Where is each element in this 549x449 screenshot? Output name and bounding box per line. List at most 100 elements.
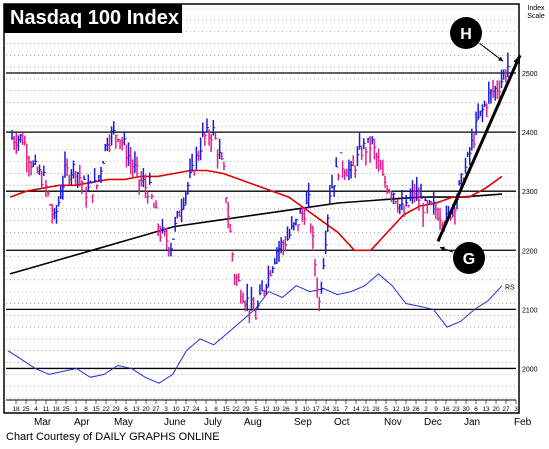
price-bar	[170, 242, 173, 257]
x-day-label: 7	[344, 406, 348, 413]
x-day-label: 3	[294, 406, 298, 413]
annotation-arrowhead	[498, 56, 503, 62]
price-bar	[339, 152, 343, 154]
price-bar	[254, 309, 258, 320]
price-bar	[327, 214, 330, 233]
x-month-label: Mar	[34, 417, 52, 428]
price-bar	[271, 266, 275, 274]
price-bar	[221, 152, 224, 161]
price-bar	[428, 200, 432, 205]
x-day-label: 30	[462, 406, 470, 413]
price-bar	[227, 201, 231, 229]
trendline-arrowhead	[513, 55, 520, 65]
price-bar	[246, 283, 250, 311]
price-bar	[91, 194, 95, 203]
price-bar	[40, 170, 44, 188]
x-day-label: 8	[84, 406, 88, 413]
x-day-label: 23	[452, 406, 460, 413]
x-day-label: 29	[112, 406, 120, 413]
price-bar	[193, 170, 197, 176]
x-day-label: 19	[402, 406, 410, 413]
price-bar	[72, 160, 76, 179]
annotation-g: G	[439, 242, 485, 274]
x-day-label: 26	[282, 406, 290, 413]
x-month-label: Nov	[384, 417, 402, 428]
price-bar	[464, 157, 468, 174]
price-bar	[248, 310, 252, 323]
x-month-label: Sep	[294, 417, 312, 428]
x-month-label: Oct	[334, 417, 350, 428]
price-bar	[363, 138, 366, 150]
x-month-label: Aug	[244, 417, 262, 428]
ma-200-group	[9, 193, 503, 275]
price-bar	[165, 227, 169, 250]
price-bar	[407, 204, 411, 208]
price-bar	[449, 216, 453, 221]
chart-title: Nasdaq 100 Index	[4, 4, 182, 33]
price-bar	[335, 157, 339, 168]
annotation-h: H	[450, 17, 504, 62]
price-bar	[87, 174, 91, 191]
price-bar	[314, 259, 318, 277]
price-bar	[481, 104, 485, 123]
ma-200-line	[9, 193, 503, 275]
annotation-pointer	[479, 42, 504, 62]
price-bar	[182, 197, 186, 210]
price-bar	[180, 198, 184, 223]
price-bar	[477, 103, 481, 120]
x-day-label: 31	[332, 406, 340, 413]
ma-50-line	[9, 169, 503, 252]
price-bar	[157, 223, 161, 236]
price-bar	[81, 180, 84, 194]
price-bar	[204, 133, 207, 146]
x-day-label: 3	[514, 406, 518, 413]
x-month-label: Dec	[424, 417, 442, 428]
price-bar	[62, 175, 65, 200]
price-bar	[231, 252, 235, 262]
x-day-label: 4	[34, 406, 38, 413]
price-bar	[199, 137, 203, 161]
x-day-label: 8	[214, 406, 218, 413]
x-day-label: 10	[172, 406, 180, 413]
x-day-label: 18	[12, 406, 20, 413]
price-bar	[322, 258, 326, 270]
price-bar	[30, 160, 34, 176]
x-day-label: 25	[62, 406, 70, 413]
x-day-label: 20	[142, 406, 150, 413]
price-bar	[507, 52, 510, 78]
x-day-label: 25	[22, 406, 30, 413]
price-bar	[112, 121, 116, 135]
price-bar	[356, 146, 360, 167]
price-bar	[155, 200, 159, 209]
price-bar	[420, 183, 423, 199]
annotation-label: H	[460, 26, 472, 43]
annotation-arrowhead	[440, 246, 445, 252]
price-bar	[225, 197, 229, 204]
price-bar	[405, 194, 409, 207]
x-day-label: 14	[352, 406, 360, 413]
price-bar	[284, 236, 288, 252]
x-day-label: 27	[502, 406, 510, 413]
price-bar	[43, 165, 46, 177]
x-day-label: 12	[262, 406, 270, 413]
price-bar	[295, 218, 298, 226]
x-day-label: 13	[132, 406, 140, 413]
ma-50-group	[9, 169, 503, 252]
price-bar	[34, 154, 38, 165]
x-day-label: 16	[442, 406, 450, 413]
price-bar	[318, 296, 322, 312]
x-day-label: 17	[182, 406, 190, 413]
x-day-label: 5	[384, 406, 388, 413]
price-bar	[265, 283, 269, 296]
price-bar	[316, 277, 320, 298]
price-bar	[148, 172, 152, 185]
price-bar	[38, 164, 42, 175]
trendline	[436, 54, 522, 243]
price-bar	[187, 182, 190, 195]
price-bar	[286, 226, 290, 241]
price-bar	[108, 134, 112, 153]
relative-strength-line	[7, 273, 503, 384]
price-bar	[144, 174, 148, 199]
x-day-label: 5	[254, 406, 258, 413]
y-tick-label: 2400	[522, 130, 538, 137]
